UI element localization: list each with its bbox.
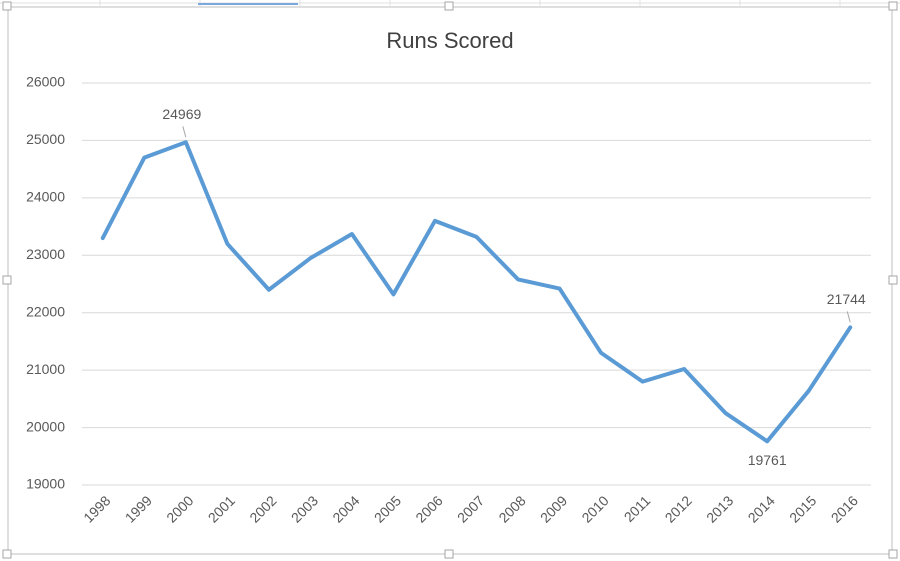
y-tick-label: 26000 bbox=[26, 74, 65, 90]
y-tick-label: 25000 bbox=[26, 131, 65, 147]
y-tick-label: 19000 bbox=[26, 476, 65, 492]
line-series bbox=[100, 140, 853, 444]
y-tick-label: 21000 bbox=[26, 361, 65, 377]
y-tick-label: 23000 bbox=[26, 246, 65, 262]
y-tick-label: 24000 bbox=[26, 189, 65, 205]
chart-frame bbox=[7, 6, 893, 555]
y-tick-label: 22000 bbox=[26, 303, 65, 319]
leader-line bbox=[846, 311, 851, 323]
data-label: 24969 bbox=[162, 106, 201, 122]
data-label: 21744 bbox=[827, 291, 866, 307]
data-label: 19761 bbox=[748, 452, 787, 468]
y-tick-label: 20000 bbox=[26, 418, 65, 434]
chart-title: Runs Scored bbox=[386, 28, 513, 53]
leader-line bbox=[182, 126, 187, 138]
